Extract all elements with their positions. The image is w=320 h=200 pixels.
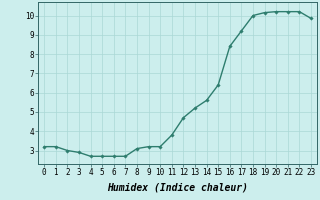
X-axis label: Humidex (Indice chaleur): Humidex (Indice chaleur): [107, 183, 248, 193]
